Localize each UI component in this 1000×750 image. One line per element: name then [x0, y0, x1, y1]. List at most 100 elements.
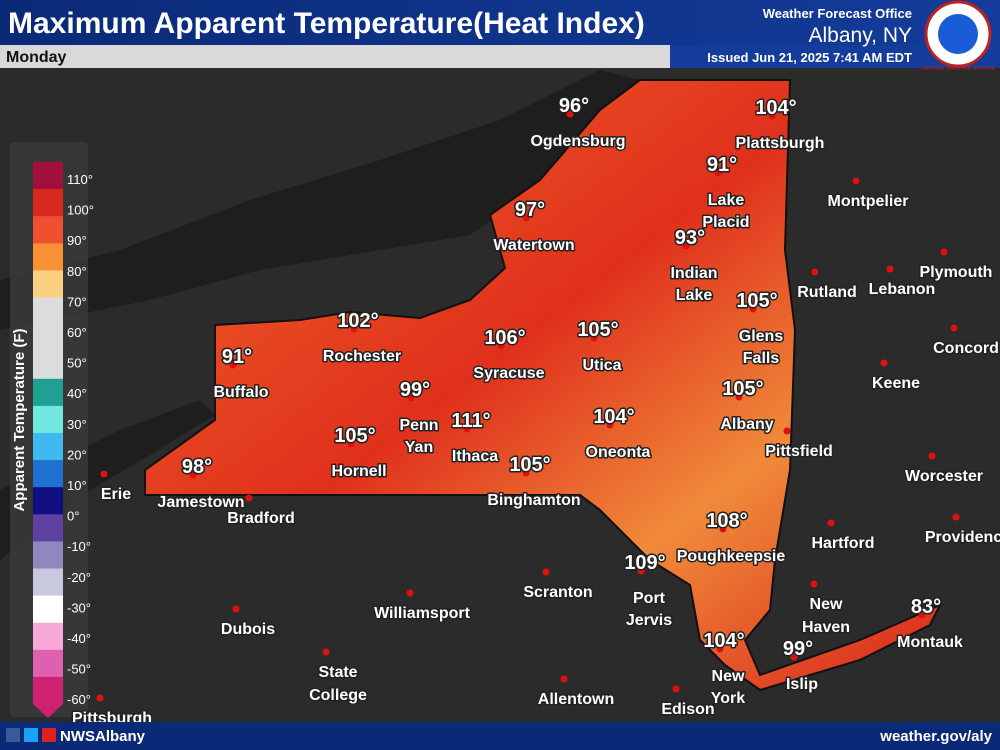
legend-swatch — [33, 405, 63, 434]
city-name: Scranton — [523, 584, 592, 601]
city-dot — [566, 110, 574, 118]
city-temperature: 108° — [706, 510, 747, 532]
subheader-bar — [0, 45, 670, 68]
city-dot — [940, 248, 948, 256]
city-temperature: 96° — [559, 95, 589, 117]
city-dot — [637, 567, 645, 575]
city-dot — [407, 394, 415, 402]
facebook-icon[interactable] — [6, 728, 20, 742]
city-temperature: 91° — [707, 154, 737, 176]
city-name: Bradford — [227, 510, 295, 527]
city-name: Plattsburgh — [736, 135, 825, 152]
city-name: Pittsfield — [765, 443, 833, 460]
logo-inner — [938, 14, 978, 54]
legend-tick-label: 50° — [67, 356, 87, 371]
city-name: Binghamton — [487, 492, 580, 509]
city-name: Worcester — [905, 468, 983, 485]
city-dot — [350, 325, 358, 333]
legend-swatch — [33, 189, 63, 217]
legend-swatch — [33, 270, 63, 298]
city-temperature: 104° — [593, 406, 634, 428]
city-name: Haven — [802, 619, 850, 636]
city-temperature: 106° — [484, 327, 525, 349]
city-dot — [463, 425, 471, 433]
city-dot — [100, 470, 108, 478]
city-dot — [189, 471, 197, 479]
legend-tick-label: -60° — [67, 692, 91, 707]
city-name: Islip — [786, 676, 818, 693]
city-temperature: 99° — [400, 379, 430, 401]
city-dot — [880, 359, 888, 367]
legend-swatch — [33, 216, 63, 244]
legend-swatch — [33, 568, 63, 597]
legend-tick-label: 60° — [67, 325, 87, 340]
legend-tick-label: 100° — [67, 203, 94, 218]
city-dot — [714, 169, 722, 177]
youtube-icon[interactable] — [42, 728, 56, 742]
city-dot — [245, 494, 253, 502]
header-bar-right — [670, 45, 1000, 68]
city-name: Rutland — [797, 284, 857, 301]
city-temperature: 105° — [736, 290, 777, 312]
city-temperature: 83° — [911, 596, 941, 618]
city-temperature: 104° — [755, 97, 796, 119]
city-name: Albany — [720, 416, 773, 433]
city-name: Edison — [661, 701, 714, 718]
city-name: Poughkeepsie — [677, 548, 786, 565]
legend-arrow — [33, 704, 63, 718]
city-dot — [719, 525, 727, 533]
city-dot — [322, 648, 330, 656]
city-dot — [560, 675, 568, 683]
city-dot — [232, 605, 240, 613]
city-dot — [852, 177, 860, 185]
handle[interactable]: NWSAlbany — [60, 728, 146, 745]
city-name: Erie — [101, 486, 131, 503]
city-name: Hornell — [331, 463, 386, 480]
issued: Issued Jun 21, 2025 7:41 AM EDT — [707, 50, 912, 65]
legend-tick-label: 70° — [67, 294, 87, 309]
city-dot — [522, 469, 530, 477]
legend-swatch — [33, 649, 63, 678]
city-dot — [811, 268, 819, 276]
legend-title: Apparent Temperature (F) — [11, 328, 28, 511]
city-dot — [928, 452, 936, 460]
city-dot — [768, 112, 776, 120]
city-name: Rochester — [323, 348, 401, 365]
city-dot — [497, 342, 505, 350]
city-dot — [886, 265, 894, 273]
logo-text: NATIONAL WEATHER SERVICE — [921, 66, 995, 72]
legend-tick-label: 90° — [67, 233, 87, 248]
legend-tick-label: -20° — [67, 570, 91, 585]
city-temperature: 105° — [509, 454, 550, 476]
office-label: Weather Forecast Office — [763, 6, 912, 21]
legend-swatch — [33, 297, 63, 326]
city-dot — [347, 440, 355, 448]
legend-swatch — [33, 351, 63, 380]
legend-tick-label: -30° — [67, 600, 91, 615]
city-name: Yan — [405, 439, 433, 456]
city-dot — [783, 427, 791, 435]
url[interactable]: weather.gov/aly — [879, 728, 992, 745]
city-name: State — [318, 664, 357, 681]
city-name: Jamestown — [157, 494, 244, 511]
city-name: Keene — [872, 375, 920, 392]
title: Maximum Apparent Temperature(Heat Index) — [8, 7, 645, 40]
city-temperature: 105° — [577, 319, 618, 341]
legend-tick-label: -50° — [67, 662, 91, 677]
day: Monday — [6, 49, 67, 66]
city-name: Providence — [925, 529, 1000, 546]
twitter-icon[interactable] — [24, 728, 38, 742]
legend-swatch — [33, 622, 63, 651]
city-name: Williamsport — [374, 605, 471, 622]
city-name: Oneonta — [586, 444, 651, 461]
city-dot — [96, 694, 104, 702]
city-dot — [590, 334, 598, 342]
legend-swatch — [33, 433, 63, 461]
city-name: Montauk — [897, 634, 963, 651]
city-dot — [918, 611, 926, 619]
city-name: Placid — [702, 214, 749, 231]
city-name: Hartford — [811, 535, 874, 552]
city-temperature: 98° — [182, 456, 212, 478]
city-name: Falls — [743, 350, 780, 367]
city-name: Ithaca — [452, 448, 498, 465]
